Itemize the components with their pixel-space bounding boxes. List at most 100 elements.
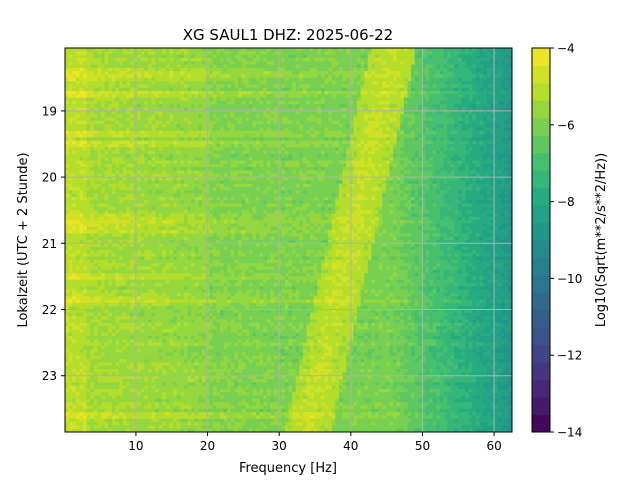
heatmap-cell: [493, 67, 499, 72]
heatmap-cell: [475, 48, 481, 52]
heatmap-cell: [90, 48, 95, 52]
heatmap-cell: [411, 61, 416, 66]
heatmap-cell: [360, 51, 365, 56]
heatmap-cell: [457, 64, 463, 69]
heatmap-cell: [129, 51, 135, 56]
heatmap-cell: [198, 48, 203, 52]
heatmap-cell: [281, 61, 286, 66]
heatmap-cell: [75, 57, 81, 62]
heatmap-cell: [475, 67, 481, 72]
heatmap-cell: [497, 54, 502, 59]
heatmap-cell: [115, 64, 120, 69]
heatmap-cell: [454, 51, 459, 56]
heatmap-cell: [295, 61, 300, 66]
heatmap-cell: [248, 67, 254, 72]
heatmap-cell: [201, 71, 207, 76]
heatmap-cell: [421, 64, 427, 69]
heatmap-cell: [331, 61, 336, 66]
heatmap-cell: [65, 61, 70, 66]
heatmap-cell: [472, 48, 477, 52]
heatmap-cell: [501, 67, 506, 72]
heatmap-area: [65, 48, 512, 432]
heatmap-cell: [317, 48, 322, 52]
heatmap-cell: [292, 48, 297, 52]
heatmap-cell: [162, 48, 167, 52]
heatmap-cell: [238, 57, 243, 62]
heatmap-cell: [169, 64, 174, 69]
heatmap-cell: [245, 51, 250, 56]
heatmap-cell: [263, 51, 268, 56]
heatmap-cell: [86, 71, 91, 76]
heatmap-cell: [155, 51, 160, 56]
heatmap-cell: [313, 61, 318, 66]
heatmap-cell: [320, 51, 326, 56]
heatmap-cell: [328, 71, 333, 76]
heatmap-cell: [266, 64, 272, 69]
heatmap-cell: [429, 48, 434, 52]
heatmap-cell: [83, 61, 88, 66]
heatmap-cell: [140, 57, 145, 62]
heatmap-cell: [241, 54, 246, 59]
heatmap-cell: [256, 57, 261, 62]
heatmap-cell: [220, 48, 225, 52]
heatmap-cell: [389, 51, 394, 56]
heatmap-cell: [508, 51, 512, 56]
heatmap-cell: [389, 61, 394, 66]
heatmap-cell: [212, 51, 217, 56]
heatmap-cell: [90, 57, 95, 62]
heatmap-cell: [212, 61, 217, 66]
heatmap-cell: [165, 57, 171, 62]
heatmap-cell: [378, 57, 383, 62]
heatmap-cell: [421, 67, 427, 72]
heatmap-cell: [504, 48, 509, 52]
heatmap-cell: [277, 57, 282, 62]
heatmap-cell: [443, 61, 448, 66]
heatmap-cell: [238, 67, 243, 72]
heatmap-cell: [320, 61, 326, 66]
heatmap-cell: [169, 71, 174, 76]
heatmap-cell: [375, 48, 380, 52]
heatmap-cell: [490, 54, 495, 59]
heatmap-cell: [324, 71, 329, 76]
heatmap-cell: [407, 64, 412, 69]
heatmap-cell: [83, 57, 88, 62]
heatmap-cell: [403, 48, 409, 52]
heatmap-cell: [375, 57, 380, 62]
heatmap-cell: [68, 54, 73, 59]
heatmap-cell: [252, 64, 257, 69]
heatmap-cell: [310, 64, 315, 69]
heatmap-cell: [508, 64, 512, 69]
heatmap-cell: [436, 51, 441, 56]
heatmap-cell: [497, 64, 502, 69]
heatmap-cell: [75, 64, 81, 69]
heatmap-cell: [129, 57, 135, 62]
heatmap-cell: [68, 61, 73, 66]
heatmap-cell: [360, 67, 365, 72]
heatmap-cell: [259, 54, 264, 59]
heatmap-cell: [407, 48, 412, 52]
heatmap-cell: [93, 71, 99, 76]
heatmap-cell: [457, 57, 463, 62]
heatmap-cell: [241, 48, 246, 52]
heatmap-cell: [79, 64, 84, 69]
heatmap-cell: [162, 57, 167, 62]
heatmap-cell: [504, 54, 509, 59]
heatmap-cell: [86, 61, 91, 66]
heatmap-cell: [364, 57, 369, 62]
heatmap-cell: [97, 71, 102, 76]
heatmap-cell: [169, 48, 174, 52]
heatmap-cell: [504, 51, 509, 56]
heatmap-cell: [490, 61, 495, 66]
heatmap-cell: [169, 67, 174, 72]
heatmap-cell: [209, 54, 214, 59]
heatmap-cell: [382, 57, 387, 62]
heatmap-cell: [400, 48, 405, 52]
heatmap-cell: [447, 51, 452, 56]
heatmap-cell: [400, 54, 405, 59]
heatmap-cell: [216, 67, 221, 72]
heatmap-cell: [457, 67, 463, 72]
heatmap-cell: [331, 48, 336, 52]
heatmap-cell: [165, 51, 171, 56]
heatmap-cell: [245, 64, 250, 69]
heatmap-cell: [230, 54, 236, 59]
